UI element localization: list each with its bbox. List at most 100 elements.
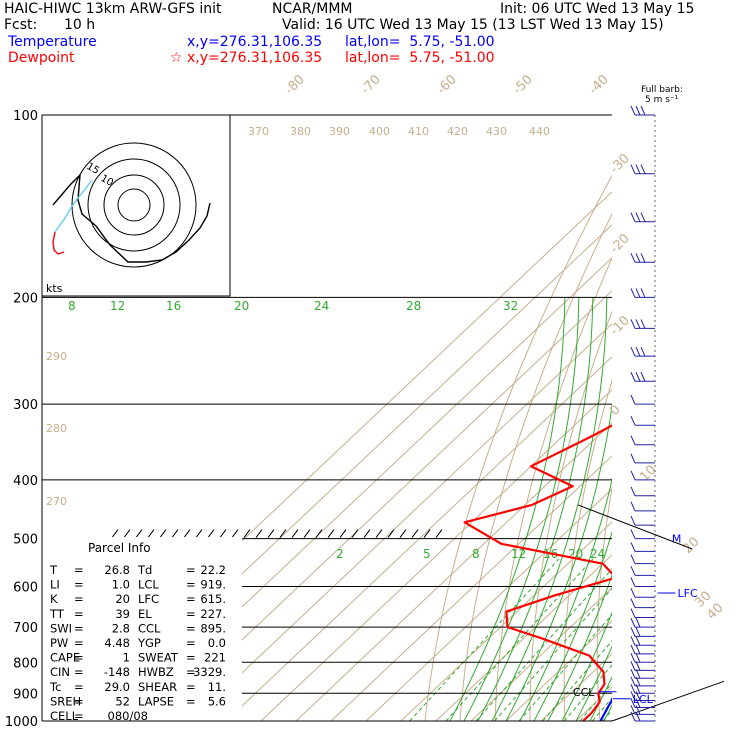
parcel-value: 227. xyxy=(200,607,226,621)
isotherm-line xyxy=(646,115,740,721)
hatch-mark xyxy=(172,530,178,538)
wind-barb-flag xyxy=(631,636,635,645)
wind-barb-flag xyxy=(631,609,635,618)
dry-adiabat-label: 420 xyxy=(447,125,468,138)
barb-legend-line2: 5 m s⁻¹ xyxy=(645,95,678,105)
parcel-equals: = xyxy=(186,607,196,621)
wind-barb-flag xyxy=(631,106,635,115)
hatch-mark xyxy=(376,530,382,538)
level-marker-label: M xyxy=(672,533,682,546)
wind-barb-flag xyxy=(636,627,640,636)
wind-barb-flag xyxy=(631,627,635,636)
wind-barb-flag xyxy=(631,372,635,381)
wind-barb-flag xyxy=(631,416,635,425)
parcel-key: CIN xyxy=(50,665,70,679)
mixing-ratio-line xyxy=(593,559,730,721)
pressure-tick-label: 300 xyxy=(13,398,38,413)
isotherm-label: -70 xyxy=(358,72,384,98)
parcel-equals: = xyxy=(186,621,196,635)
moist-adiabat-line xyxy=(632,297,740,721)
parcel-equals: = xyxy=(186,636,196,650)
wind-barb-flag xyxy=(641,319,645,328)
parcel-value: 221 xyxy=(204,651,226,665)
level-marker-label: CCL xyxy=(573,686,595,699)
dry-adiabat-line xyxy=(719,115,740,721)
dry-adiabat-label: 370 xyxy=(248,125,269,138)
dewpoint-latlon: lat,lon= 5.75, -51.00 xyxy=(345,50,495,66)
parcel-equals: = xyxy=(74,694,84,708)
parcel-key: Tc xyxy=(49,680,61,694)
hatch-mark xyxy=(400,530,406,538)
parcel-equals: = xyxy=(186,694,196,708)
pressure-tick-label: 500 xyxy=(13,533,38,548)
parcel-key: LAPSE xyxy=(138,694,174,708)
wind-barb-flag xyxy=(631,599,635,608)
parcel-key: SHEAR xyxy=(138,680,177,694)
hatch-mark xyxy=(352,530,358,538)
pressure-tick-label: 200 xyxy=(13,291,38,306)
isotherm-label: -50 xyxy=(510,72,536,98)
hatch-mark xyxy=(232,530,238,538)
isotherm-line xyxy=(506,115,740,721)
isotherm-label: -40 xyxy=(586,72,612,98)
dry-adiabat-label: 400 xyxy=(369,125,390,138)
wind-barb-flag xyxy=(636,165,640,174)
hatch-mark xyxy=(112,530,118,538)
parcel-equals: = xyxy=(186,592,196,606)
parcel-value: 3329. xyxy=(193,665,226,679)
init-time: Init: 06 UTC Wed 13 May 15 xyxy=(500,1,694,17)
dry-adiabat-label: 270 xyxy=(46,495,67,508)
pressure-tick-label: 100 xyxy=(13,109,38,124)
wind-barb-flag xyxy=(631,566,635,575)
parcel-value: 22.2 xyxy=(200,563,226,577)
hodograph-units: kts xyxy=(46,282,63,295)
isotherm-line xyxy=(611,115,740,721)
moist-adiabat-label: 12 xyxy=(110,299,125,313)
mixing-ratio-line xyxy=(410,559,559,721)
parcel-equals: = xyxy=(74,680,84,694)
parcel-key: LCL xyxy=(138,578,159,592)
parcel-key: Td xyxy=(137,563,152,577)
isotherm-line xyxy=(541,115,740,721)
dry-adiabat-line xyxy=(660,115,740,721)
parcel-value: 895. xyxy=(200,621,226,635)
parcel-equals: = xyxy=(74,621,84,635)
wind-barb-flag xyxy=(631,395,635,404)
moist-adiabat-label: 28 xyxy=(406,299,421,313)
frame-diagonal xyxy=(612,681,724,721)
parcel-value: 39 xyxy=(115,607,130,621)
mixing-ratio-label: 5 xyxy=(423,547,431,561)
wind-barb-flag xyxy=(636,319,640,328)
parcel-value: 1.0 xyxy=(112,578,130,592)
parcel-value: 11. xyxy=(208,680,226,694)
mixing-ratio-label: 24 xyxy=(590,547,605,561)
hatch-mark xyxy=(160,530,166,538)
parcel-equals: = xyxy=(186,680,196,694)
isotherm-line xyxy=(366,115,740,721)
hatch-mark xyxy=(184,530,190,538)
dewpoint-label: Dewpoint xyxy=(8,50,75,66)
dry-adiabat-label: 280 xyxy=(46,422,67,435)
barb-legend-line1: Full barb: xyxy=(641,85,683,95)
parcel-equals: = xyxy=(74,636,84,650)
dry-adiabat-line xyxy=(564,115,718,721)
dry-adiabat-line xyxy=(530,115,700,721)
parcel-value: 615. xyxy=(200,592,226,606)
temperature-profile xyxy=(601,115,740,721)
wind-barb-flag xyxy=(636,636,640,645)
parcel-key: LI xyxy=(50,578,60,592)
pressure-tick-label: 700 xyxy=(13,621,38,636)
wind-barb-flag xyxy=(641,253,645,262)
pressure-tick-label: 600 xyxy=(13,581,38,596)
parcel-key: TT xyxy=(49,607,65,621)
hatch-mark xyxy=(436,530,442,538)
parcel-value: 0.0 xyxy=(208,636,226,650)
forecast-label: Fcst: xyxy=(4,17,37,33)
wind-barb-flag xyxy=(631,669,635,678)
wind-barb-flag xyxy=(631,645,635,654)
wind-barb-flag xyxy=(636,347,640,356)
hodograph-frame xyxy=(42,115,230,296)
hatch-mark xyxy=(292,530,298,538)
wind-barb-flag xyxy=(631,618,635,627)
